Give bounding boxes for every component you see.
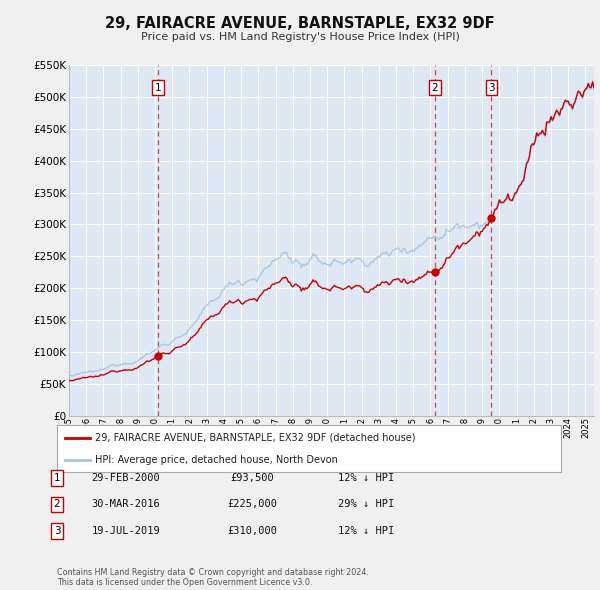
Text: HPI: Average price, detached house, North Devon: HPI: Average price, detached house, Nort… xyxy=(95,455,338,465)
Text: 29-FEB-2000: 29-FEB-2000 xyxy=(92,473,160,483)
Text: Price paid vs. HM Land Registry's House Price Index (HPI): Price paid vs. HM Land Registry's House … xyxy=(140,32,460,41)
Text: 30-MAR-2016: 30-MAR-2016 xyxy=(92,500,160,509)
Text: 29% ↓ HPI: 29% ↓ HPI xyxy=(338,500,394,509)
Text: Contains HM Land Registry data © Crown copyright and database right 2024.: Contains HM Land Registry data © Crown c… xyxy=(57,568,369,577)
Text: 12% ↓ HPI: 12% ↓ HPI xyxy=(338,526,394,536)
Text: 19-JUL-2019: 19-JUL-2019 xyxy=(92,526,160,536)
Text: 2: 2 xyxy=(53,500,61,509)
Text: 12% ↓ HPI: 12% ↓ HPI xyxy=(338,473,394,483)
Text: 3: 3 xyxy=(488,83,495,93)
Text: This data is licensed under the Open Government Licence v3.0.: This data is licensed under the Open Gov… xyxy=(57,578,313,587)
Text: £310,000: £310,000 xyxy=(227,526,277,536)
Text: £93,500: £93,500 xyxy=(230,473,274,483)
Text: 1: 1 xyxy=(155,83,161,93)
Text: 29, FAIRACRE AVENUE, BARNSTAPLE, EX32 9DF: 29, FAIRACRE AVENUE, BARNSTAPLE, EX32 9D… xyxy=(105,16,495,31)
Text: 1: 1 xyxy=(53,473,61,483)
Text: 2: 2 xyxy=(431,83,438,93)
Text: 29, FAIRACRE AVENUE, BARNSTAPLE, EX32 9DF (detached house): 29, FAIRACRE AVENUE, BARNSTAPLE, EX32 9D… xyxy=(95,432,415,442)
Text: 3: 3 xyxy=(53,526,61,536)
Text: £225,000: £225,000 xyxy=(227,500,277,509)
